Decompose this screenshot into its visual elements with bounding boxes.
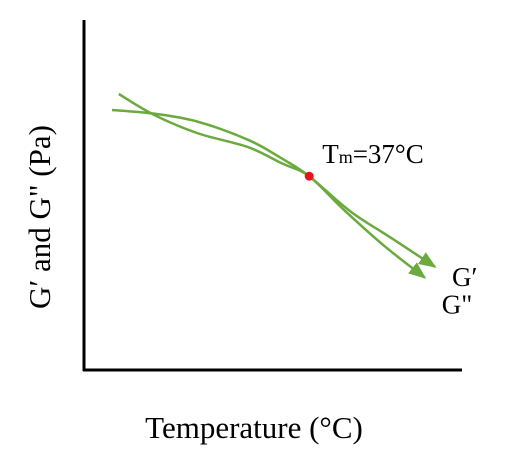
crossover-point-marker xyxy=(304,171,314,181)
series-line-g-prime xyxy=(111,108,437,268)
series-label-g-double-prime: G" xyxy=(442,290,473,320)
series-line-g-double-prime xyxy=(118,92,427,279)
series-layer xyxy=(111,92,437,279)
labels-layer: G′G" Tm=37°C xyxy=(304,139,477,320)
crossover-annotation: Tm=37°C xyxy=(322,139,424,169)
y-axis-label: G′ and G" (Pa) xyxy=(22,125,57,309)
x-axis-label: Temperature (°C) xyxy=(145,410,363,445)
series-label-g-prime: G′ xyxy=(452,262,477,292)
